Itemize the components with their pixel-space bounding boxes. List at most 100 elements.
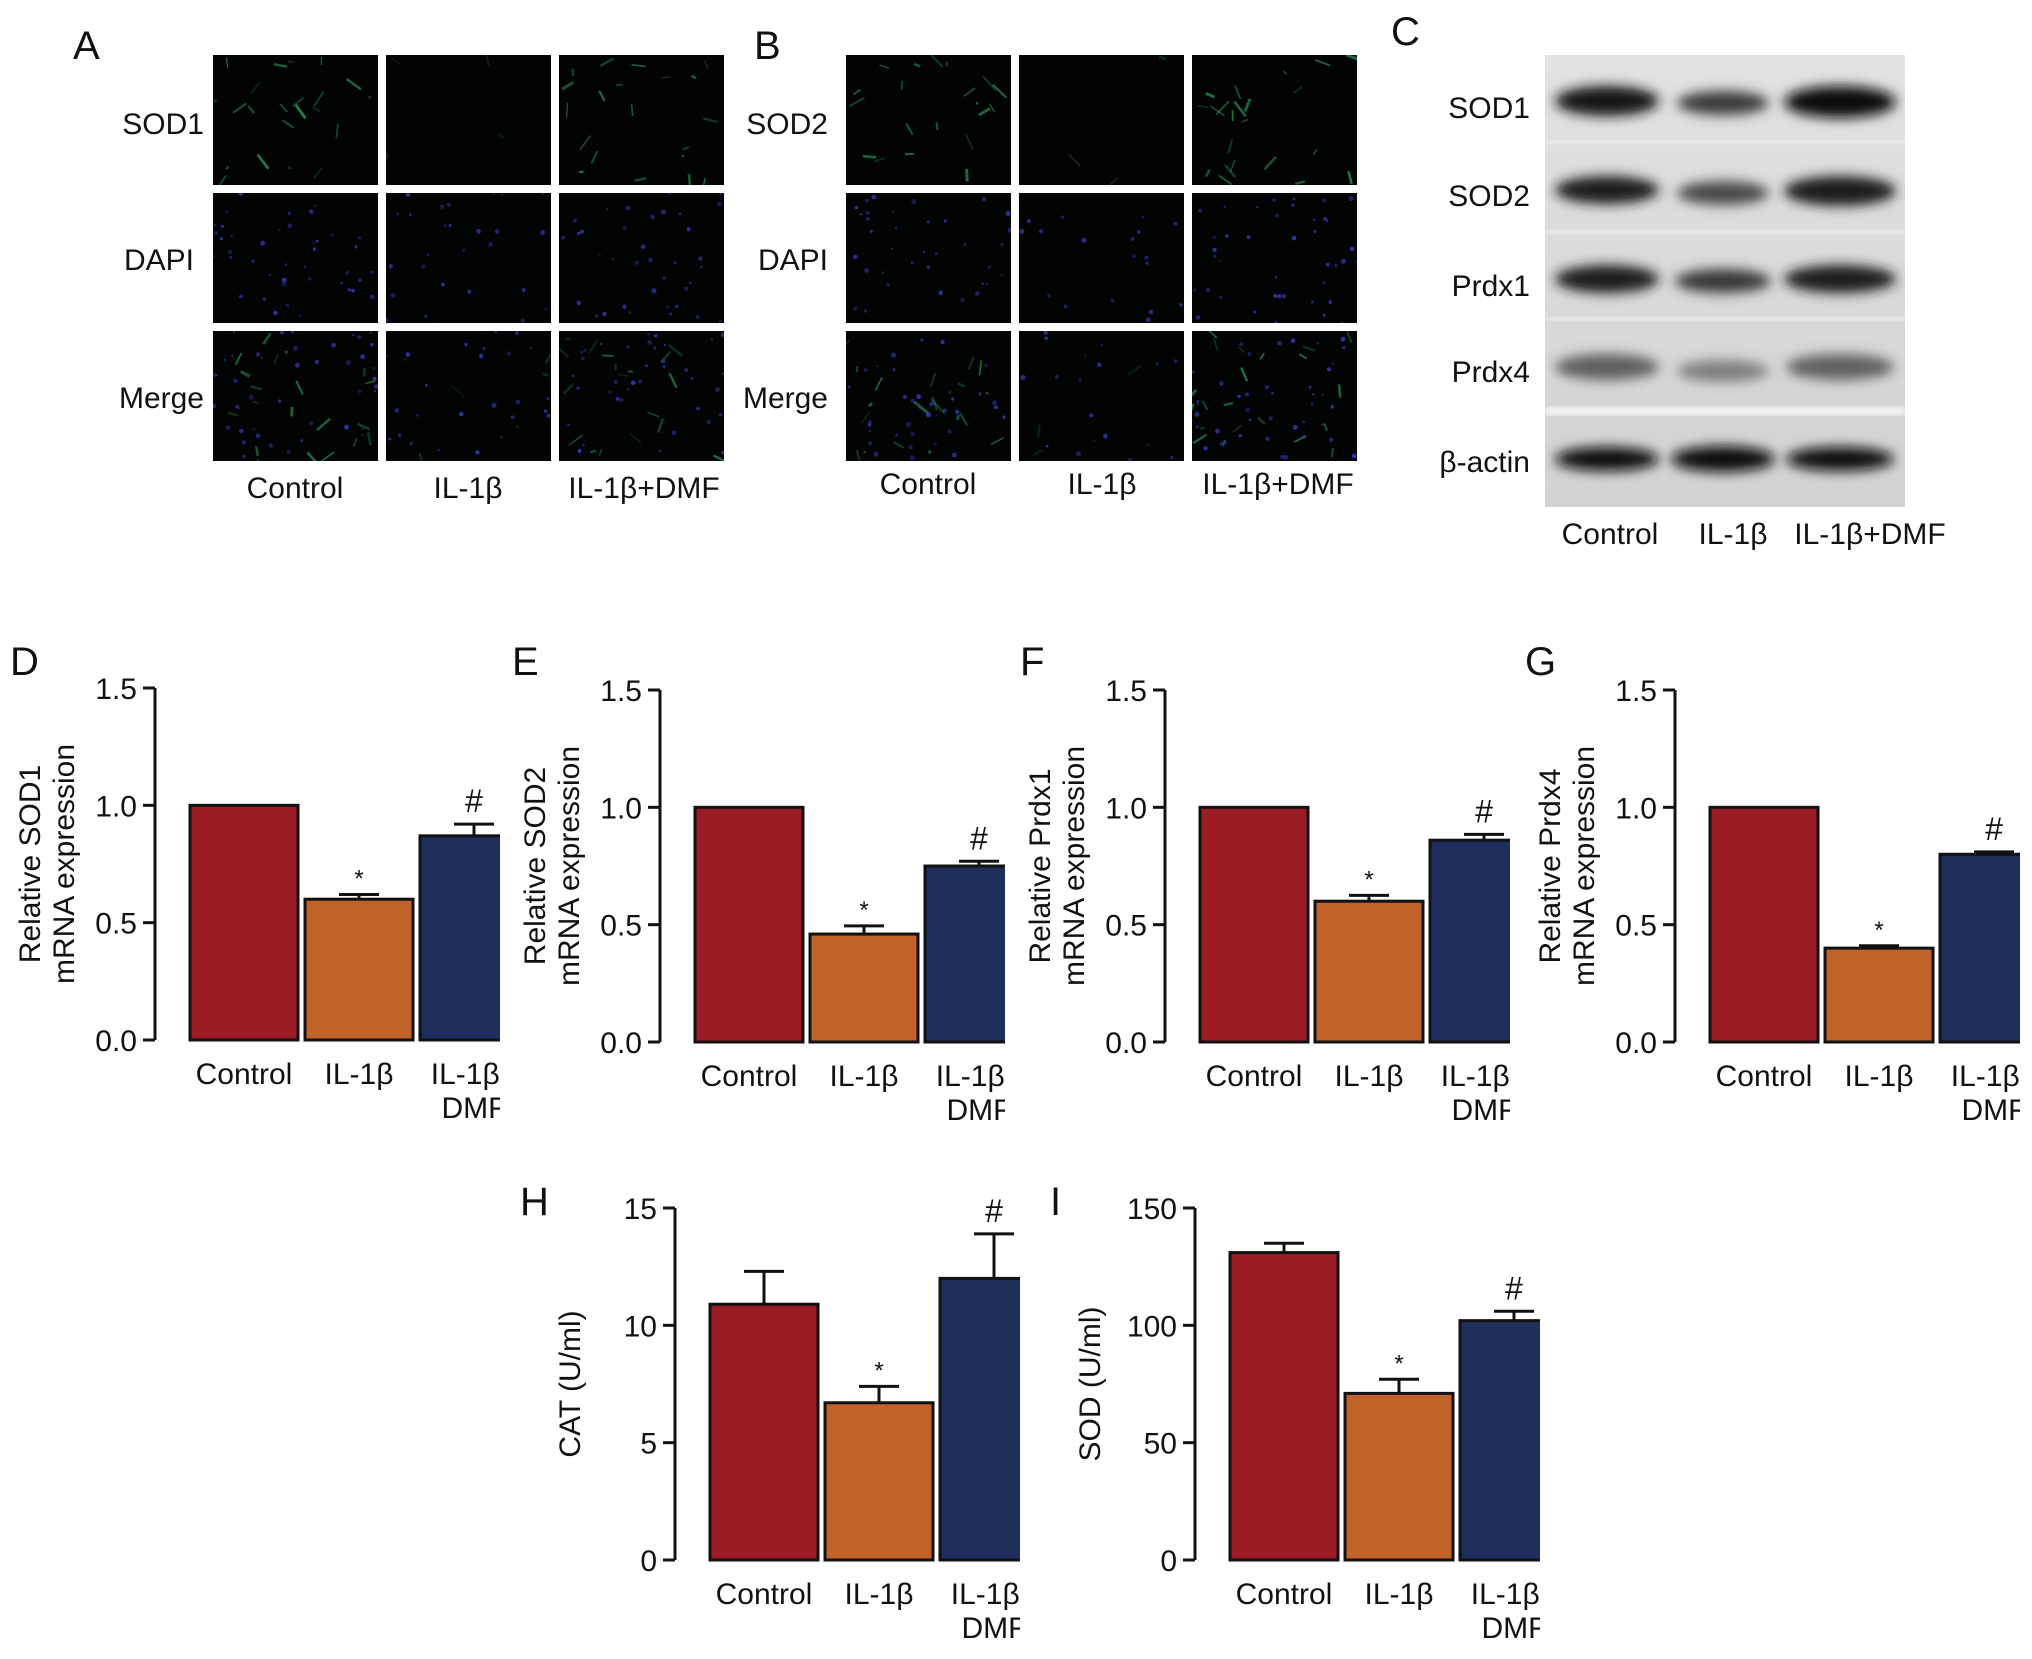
y-tick-label: 0 xyxy=(1160,1545,1177,1578)
significance-mark: # xyxy=(1985,811,2003,847)
category-label: IL-1β+ xyxy=(431,1058,500,1091)
y-tick-label: 1.0 xyxy=(600,792,642,825)
y-axis-label: Relative Prdx1 xyxy=(1024,768,1057,963)
category-label: IL-1β xyxy=(1365,1578,1434,1611)
y-axis-label: CAT (U/ml) xyxy=(554,1310,587,1457)
chart-d-sod1-mrna: 0.0 0.5 1.0 1.5 Relative SOD1 mRNA expression… xyxy=(14,673,500,1125)
significance-mark: * xyxy=(859,897,868,924)
category-label: IL-1β+ xyxy=(951,1578,1020,1611)
blot-label-prdx1: Prdx1 xyxy=(1451,270,1530,303)
significance-mark: * xyxy=(354,866,363,893)
y-tick-label: 1.0 xyxy=(1615,792,1657,825)
blot-col-label-control: Control xyxy=(1561,518,1659,551)
panel-label-c: C xyxy=(1391,10,1420,54)
category-label: IL-1β+ xyxy=(936,1060,1005,1093)
y-tick-label: 1.0 xyxy=(95,790,137,823)
y-axis-label: Relative SOD2 xyxy=(519,767,552,965)
y-axis-label: Relative SOD1 xyxy=(14,765,47,963)
y-tick-label: 0.5 xyxy=(1615,910,1657,943)
micrograph-a-stain-il1b-dmf xyxy=(559,55,724,185)
bar-0 xyxy=(1198,805,1310,1044)
y-tick-label: 10 xyxy=(624,1310,657,1343)
category-label: IL-1β+ xyxy=(1951,1060,2020,1093)
y-axis-label: SOD (U/ml) xyxy=(1074,1307,1107,1462)
y-tick-label: 0.5 xyxy=(95,908,137,941)
micrograph-a-dapi-control xyxy=(213,193,378,323)
y-tick-label: 15 xyxy=(624,1193,657,1226)
y-tick-label: 5 xyxy=(640,1428,657,1461)
western-blot-image xyxy=(1545,55,1905,507)
bar-1 xyxy=(823,1401,935,1562)
bar-2 xyxy=(938,1276,1020,1562)
panel-a-col-label-control: Control xyxy=(246,472,344,505)
y-axis-label: mRNA expression xyxy=(553,746,586,986)
category-label: IL-1β xyxy=(1335,1060,1404,1093)
category-label: DMF xyxy=(962,1612,1020,1645)
micrograph-a-dapi-il1b-dmf xyxy=(559,193,724,323)
panel-a-row-label-dapi: DAPI xyxy=(123,244,194,277)
category-label: IL-1β+ xyxy=(1441,1060,1510,1093)
panel-b-row-label-dapi: DAPI xyxy=(757,244,828,277)
blot-col-label-il1b: IL-1β xyxy=(1698,518,1768,551)
panel-label-g: G xyxy=(1525,640,1557,684)
category-label: Control xyxy=(716,1578,813,1611)
category-label: IL-1β xyxy=(1845,1060,1914,1093)
category-label: IL-1β xyxy=(845,1578,914,1611)
micrograph-a-stain-control xyxy=(213,55,378,185)
y-tick-label: 150 xyxy=(1127,1193,1177,1226)
bar-2 xyxy=(1428,838,1510,1044)
micrograph-a-merge-il1b xyxy=(386,331,551,461)
category-label: DMF xyxy=(1452,1094,1510,1127)
category-label: DMF xyxy=(947,1094,1005,1127)
category-label: Control xyxy=(1716,1060,1813,1093)
blot-label-sod1: SOD1 xyxy=(1448,92,1530,125)
category-label: DMF xyxy=(1962,1094,2020,1127)
y-tick-label: 1.5 xyxy=(95,673,137,706)
chart-i-sod: 0 50 100 150 SOD (U/ml) Control * IL-1β # IL-1β+D… xyxy=(1074,1193,1540,1645)
significance-mark: # xyxy=(985,1193,1003,1229)
panel-a-micrograph-grid xyxy=(213,55,724,461)
significance-mark: * xyxy=(1874,917,1883,944)
bar-0 xyxy=(708,1302,820,1562)
micrograph-a-merge-il1b-dmf xyxy=(559,331,724,461)
micrograph-a-merge-control xyxy=(213,331,378,461)
blot-label-prdx4: Prdx4 xyxy=(1451,356,1530,389)
significance-mark: * xyxy=(874,1357,883,1384)
significance-mark: # xyxy=(970,820,988,856)
category-label: Control xyxy=(701,1060,798,1093)
category-label: Control xyxy=(1206,1060,1303,1093)
panel-b-row-label-merge: Merge xyxy=(742,382,828,415)
panel-b-col-label-il1b-dmf: IL-1β+DMF xyxy=(1202,468,1354,501)
bar-0 xyxy=(188,803,300,1042)
panel-label-d: D xyxy=(10,640,39,684)
bar-2 xyxy=(1458,1319,1540,1562)
bar-2 xyxy=(418,834,500,1042)
y-tick-label: 100 xyxy=(1127,1310,1177,1343)
significance-mark: # xyxy=(465,783,483,819)
panel-label-e: E xyxy=(512,640,539,684)
blot-label-beta-actin: β-actin xyxy=(1439,446,1530,479)
significance-mark: * xyxy=(1394,1350,1403,1377)
category-label: Control xyxy=(1236,1578,1333,1611)
panel-b-col-label-control: Control xyxy=(879,468,977,501)
category-label: Control xyxy=(196,1058,293,1091)
category-label: IL-1β xyxy=(325,1058,394,1091)
chart-h-cat: 0 5 10 15 CAT (U/ml) Control * IL-1β # IL-1β+DMF xyxy=(554,1193,1020,1645)
bar-0 xyxy=(693,805,805,1044)
panel-label-a: A xyxy=(73,24,100,68)
chart-g-prdx4-mrna: 0.0 0.5 1.0 1.5 Relative Prdx4 mRNA expressio… xyxy=(1534,675,2020,1127)
panel-a-row-label-sod1: SOD1 xyxy=(122,108,204,141)
blot-col-label-il1b-dmf: IL-1β+DMF xyxy=(1794,518,1946,551)
bar-0 xyxy=(1708,805,1820,1044)
micrograph-b-merge-il1b-dmf xyxy=(1192,331,1357,461)
significance-mark: # xyxy=(1475,793,1493,829)
micrograph-b-stain-il1b-dmf xyxy=(1192,55,1357,185)
chart-f-prdx1-mrna: 0.0 0.5 1.0 1.5 Relative Prdx1 mRNA expressio… xyxy=(1024,675,1510,1127)
category-label: DMF xyxy=(442,1092,500,1125)
significance-mark: # xyxy=(1505,1270,1523,1306)
y-tick-label: 0.0 xyxy=(95,1025,137,1058)
panel-label-h: H xyxy=(520,1180,549,1224)
micrograph-a-stain-il1b xyxy=(386,55,551,185)
panel-b-col-label-il1b: IL-1β xyxy=(1067,468,1137,501)
y-axis-label: mRNA expression xyxy=(48,744,81,984)
